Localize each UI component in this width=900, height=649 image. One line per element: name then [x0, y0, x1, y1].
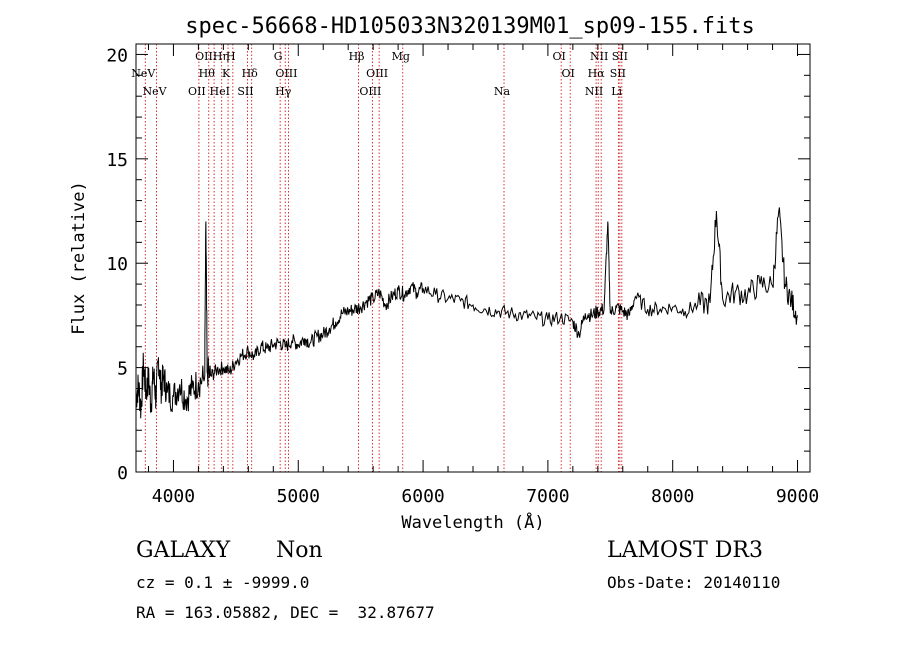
line-marker-label-12: Hγ: [275, 85, 292, 98]
x-tick-label: 7000: [526, 486, 569, 507]
y-axis-label: Flux (relative): [69, 181, 89, 335]
x-axis-label: Wavelength (Å): [401, 511, 544, 533]
line-marker-label-3: OIIHη: [195, 50, 229, 63]
x-tick-label: 5000: [277, 486, 320, 507]
class-label: GALAXY: [136, 538, 231, 563]
line-marker-label-7: HeI: [209, 85, 229, 98]
x-tick-label: 6000: [401, 486, 444, 507]
x-tick-label: 8000: [651, 486, 694, 507]
line-marker-label-14: OIII: [366, 67, 388, 80]
x-tick-label: 9000: [776, 486, 819, 507]
line-marker-label-18: OI: [552, 50, 565, 63]
line-marker-label-22: NII: [585, 85, 603, 98]
coords-line: RA = 163.05882, DEC = 32.87677: [136, 603, 435, 622]
line-marker-label-24: SII: [610, 67, 626, 80]
line-marker-label-16: Mg: [392, 50, 410, 63]
y-tick-label: 10: [106, 254, 128, 275]
line-marker-label-9: SII: [237, 85, 253, 98]
y-tick-label: 0: [117, 463, 128, 484]
line-marker-label-1: NeV: [131, 67, 156, 80]
line-marker-label-2: OII: [188, 85, 206, 98]
line-marker-label-11: OIII: [275, 67, 297, 80]
line-marker-label-6: K: [222, 67, 231, 80]
chart-title: spec-56668-HD105033N320139M01_sp09-155.f…: [185, 14, 755, 39]
x-tick-label: 4000: [152, 486, 195, 507]
survey-label: LAMOST DR3: [607, 538, 763, 563]
line-marker-label-0: NeV: [142, 85, 167, 98]
x-axis-ticks: 4000 5000 6000 7000 8000 9000: [147, 44, 819, 507]
line-marker-label-10: G: [274, 50, 283, 63]
line-marker-label-13: Hβ: [349, 50, 365, 63]
y-tick-label: 20: [106, 45, 128, 66]
subclass-label: Non: [276, 538, 323, 563]
line-marker-label-20: NII: [590, 50, 608, 63]
line-marker-label-19: OI: [561, 67, 574, 80]
line-marker-label-17: Na: [494, 85, 511, 98]
line-marker-label-8: Hδ: [242, 67, 259, 80]
line-marker-label-23: SII: [612, 50, 628, 63]
line-marker-label-25: Li: [611, 85, 622, 98]
plot-frame: [135, 43, 811, 473]
spectrum-line: [135, 207, 798, 419]
obs-date-line: Obs-Date: 20140110: [607, 573, 781, 592]
y-tick-label: 5: [117, 359, 128, 380]
line-marker-label-5: Hθ: [199, 67, 216, 80]
cz-line: cz = 0.1 ± -9999.0: [136, 573, 310, 592]
y-axis-ticks: 0 5 10 15 20: [106, 45, 810, 484]
line-marker-label-15: OIII: [359, 85, 381, 98]
y-tick-label: 15: [106, 150, 128, 171]
line-marker-label-4: H: [226, 50, 236, 63]
